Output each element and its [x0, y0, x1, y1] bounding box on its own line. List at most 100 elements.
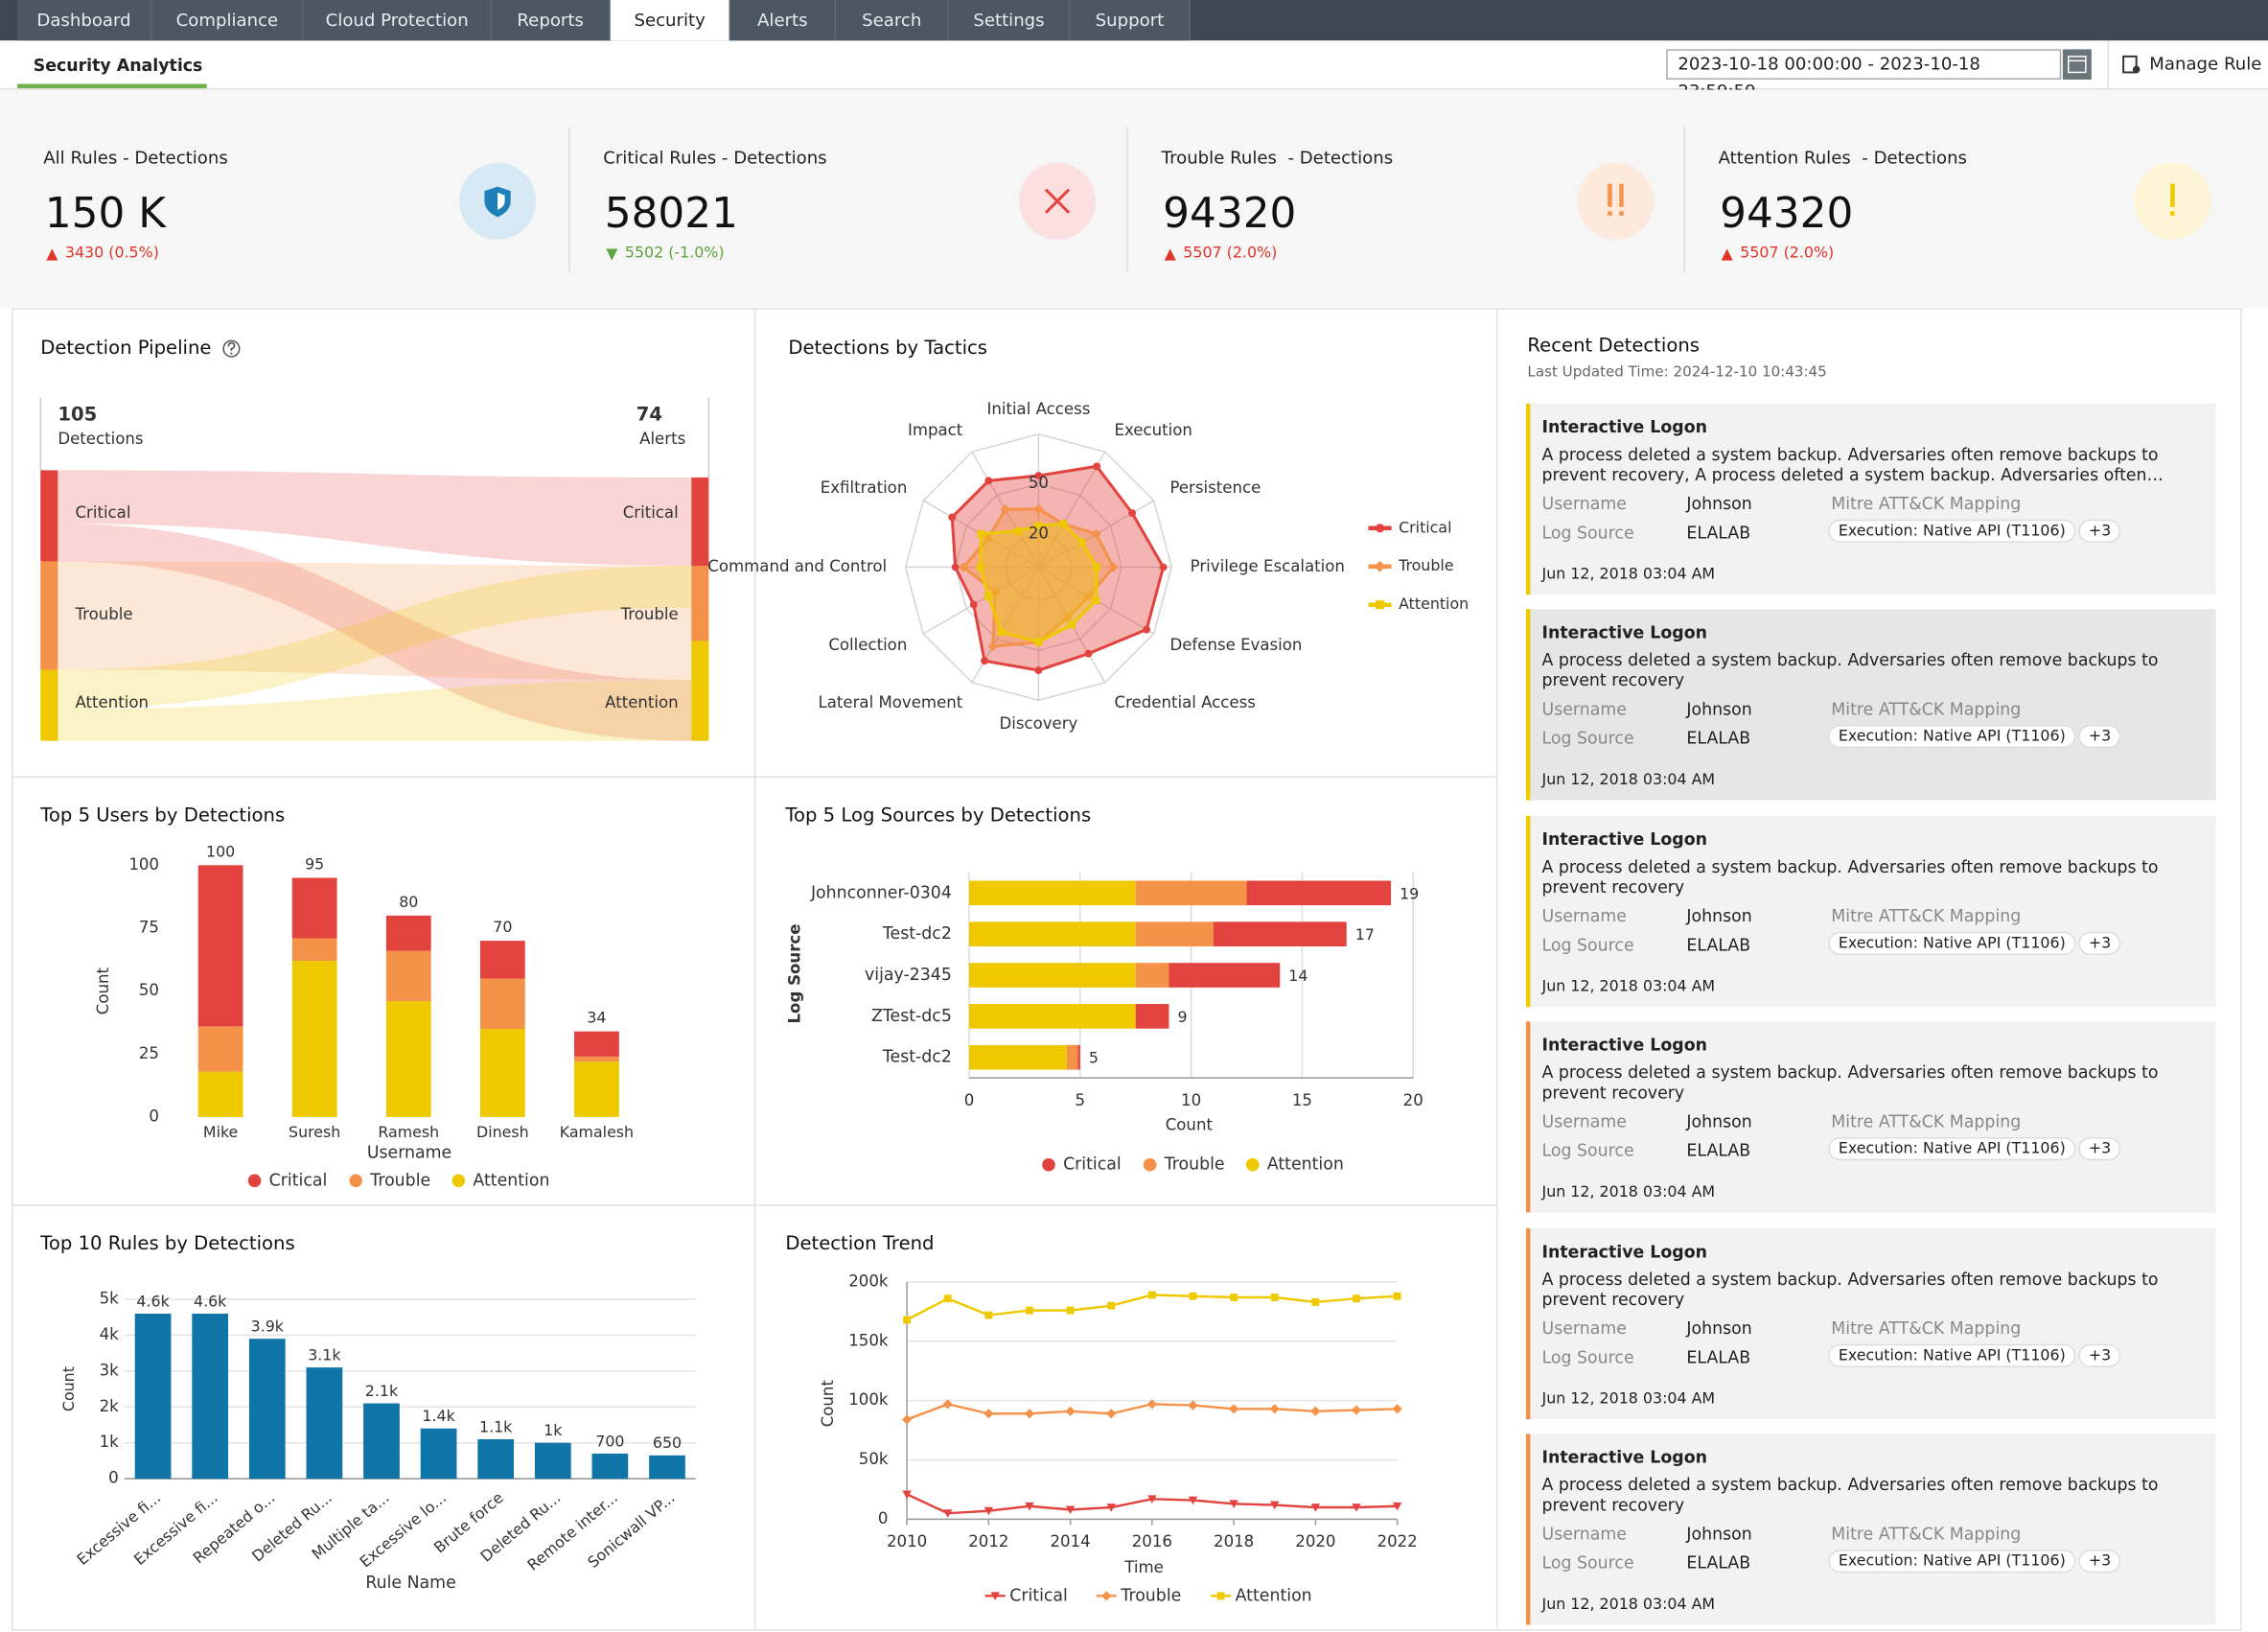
pipeline-total: 105 — [58, 404, 97, 426]
more-tag[interactable]: +3 — [2078, 931, 2121, 955]
field-label: Mitre ATT&CK Mapping — [1831, 1317, 2022, 1339]
bar — [649, 1455, 685, 1480]
kpi-icon — [459, 162, 537, 240]
nav-tab[interactable]: Reports — [492, 0, 611, 41]
bar — [363, 1403, 400, 1480]
bar-segment — [1066, 1044, 1078, 1070]
nav-tab[interactable]: Support — [1070, 0, 1191, 41]
detection-card[interactable]: Interactive Logon A process deleted a sys… — [1525, 1434, 2216, 1625]
marker — [1108, 562, 1119, 572]
bar-segment — [291, 938, 337, 962]
y-tick-label: vijay-2345 — [865, 966, 952, 985]
detection-card[interactable]: Interactive Logon A process deleted a sys… — [1525, 403, 2216, 595]
pipeline-node — [40, 561, 58, 670]
nav-tab[interactable]: Settings — [948, 0, 1071, 41]
x-tick-label: 0 — [964, 1091, 975, 1109]
legend-swatch — [247, 1174, 262, 1188]
x-tick-label: 2022 — [1377, 1532, 1418, 1550]
shield-inner — [498, 192, 505, 210]
field-label: Mitre ATT&CK Mapping — [1831, 905, 2022, 926]
card-description: A process deleted a system backup. Adver… — [1541, 1268, 2159, 1309]
x-tick-label: 2014 — [1051, 1532, 1091, 1550]
y-axis-title: Count — [59, 1366, 78, 1411]
bar-segment — [197, 1071, 243, 1117]
legend-swatch — [451, 1174, 466, 1188]
field-label: Username — [1541, 699, 1627, 720]
detection-card[interactable]: Interactive Logon A process deleted a sys… — [1525, 815, 2216, 1007]
shield — [484, 186, 511, 218]
nav-tab[interactable]: Compliance — [151, 0, 304, 41]
field-label: Mitre ATT&CK Mapping — [1831, 699, 2022, 720]
bar-segment — [968, 963, 1136, 988]
field-value: ELALAB — [1686, 1140, 1751, 1161]
kpi-change: 5507 (2.0%) — [1183, 245, 1278, 263]
mitre-tag[interactable]: Execution: Native API (T1106) — [1828, 931, 2076, 955]
pipeline-node-label: Critical — [75, 503, 130, 522]
x-tick-label: 2010 — [887, 1532, 927, 1550]
legend-label: Trouble — [1164, 1155, 1225, 1175]
axis-label: Lateral Movement — [819, 693, 963, 711]
axis-label: Impact — [908, 421, 963, 439]
kpi-separator — [1126, 127, 1128, 272]
total-label: 5 — [1089, 1049, 1099, 1067]
bar-segment — [385, 915, 431, 951]
nav-tab[interactable]: Search — [836, 0, 949, 41]
total-label: 100 — [206, 842, 235, 860]
total-label: 34 — [587, 1009, 606, 1027]
kpi-change: 3430 (0.5%) — [64, 245, 159, 263]
manage-rule-icon — [2122, 55, 2141, 74]
detection-card[interactable]: Interactive Logon A process deleted a sys… — [1525, 1227, 2216, 1419]
x-tick-label: Mike — [203, 1123, 238, 1141]
y-tick-label: 0 — [108, 1469, 119, 1487]
more-tag[interactable]: +3 — [2078, 519, 2121, 543]
x-tick-label: Suresh — [289, 1123, 340, 1141]
more-tag[interactable]: +3 — [2078, 1550, 2121, 1574]
pipeline-node — [691, 565, 709, 641]
mitre-tag[interactable]: Execution: Native API (T1106) — [1828, 1550, 2076, 1574]
card-time: Jun 12, 2018 03:04 AM — [1541, 565, 1716, 584]
last-updated: Last Updated Time: 2024-12-10 10:43:45 — [1527, 364, 1827, 381]
bar-segment — [574, 1056, 619, 1062]
pipeline-flow — [58, 561, 692, 641]
mitre-tag[interactable]: Execution: Native API (T1106) — [1828, 725, 2076, 749]
help-icon[interactable] — [222, 339, 241, 358]
x-axis-title: Time — [1123, 1558, 1164, 1576]
kpi-title: Critical Rules - Detections — [603, 147, 827, 169]
mitre-tag[interactable]: Execution: Native API (T1106) — [1828, 519, 2076, 543]
detection-card[interactable]: Interactive Logon A process deleted a sys… — [1525, 609, 2216, 802]
detection-card[interactable]: Interactive Logon A process deleted a sys… — [1525, 1021, 2216, 1213]
mitre-tag[interactable]: Execution: Native API (T1106) — [1828, 1343, 2076, 1367]
card-title: Interactive Logon — [1541, 1446, 1708, 1468]
marker — [1230, 1294, 1238, 1301]
field-label: Log Source — [1541, 1552, 1634, 1574]
legend-label: Attention — [1236, 1586, 1312, 1605]
manage-rule[interactable]: Manage Rule — [2149, 53, 2262, 74]
more-tag[interactable]: +3 — [2078, 725, 2121, 749]
nav-tab[interactable]: Cloud Protection — [303, 0, 493, 41]
more-tag[interactable]: +3 — [2078, 1137, 2121, 1161]
more-tag[interactable]: +3 — [2078, 1343, 2121, 1367]
marker — [1034, 522, 1043, 530]
bar-segment — [968, 1004, 1136, 1029]
kpi-icon — [1577, 162, 1655, 240]
nav-tab[interactable]: Security — [610, 0, 731, 41]
nav-tab[interactable]: Dashboard — [17, 0, 152, 41]
trend-arrow — [606, 248, 618, 261]
card-description: A process deleted a system backup. Adver… — [1541, 1061, 2159, 1104]
kpi-separator — [1683, 127, 1685, 272]
marker — [1066, 1306, 1075, 1315]
value-label: 3.1k — [308, 1346, 341, 1364]
y-tick-label: 3k — [100, 1361, 120, 1379]
axis-label: Privilege Escalation — [1191, 557, 1345, 575]
y-tick-label: 150k — [848, 1331, 889, 1349]
pipeline-node-label: Attention — [75, 693, 149, 711]
marker — [1093, 462, 1101, 471]
calendar-button[interactable] — [2062, 49, 2092, 80]
pipeline-flow — [58, 680, 692, 741]
nav-tab[interactable]: Alerts — [730, 0, 837, 41]
mitre-tag[interactable]: Execution: Native API (T1106) — [1828, 1137, 2076, 1161]
exclaim — [1619, 211, 1624, 216]
marker — [1375, 600, 1385, 610]
pipeline-flow — [58, 470, 692, 566]
total-label: 9 — [1177, 1008, 1187, 1026]
